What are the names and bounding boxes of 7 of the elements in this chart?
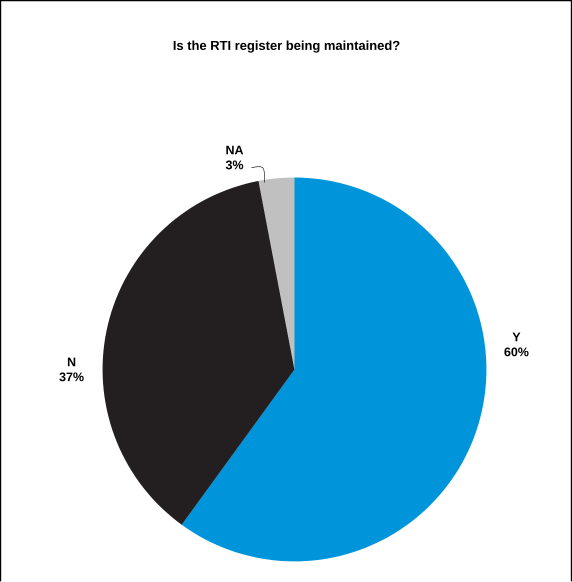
slice-label: N [68,358,76,366]
data-label: 60% [504,347,529,356]
chart-title: Is the RTI register being maintained? [174,40,400,53]
slice-label: NA [226,146,244,154]
data-label: 37% [59,372,84,382]
data-label: 3% [226,160,244,170]
slice-label: Y [512,332,520,342]
